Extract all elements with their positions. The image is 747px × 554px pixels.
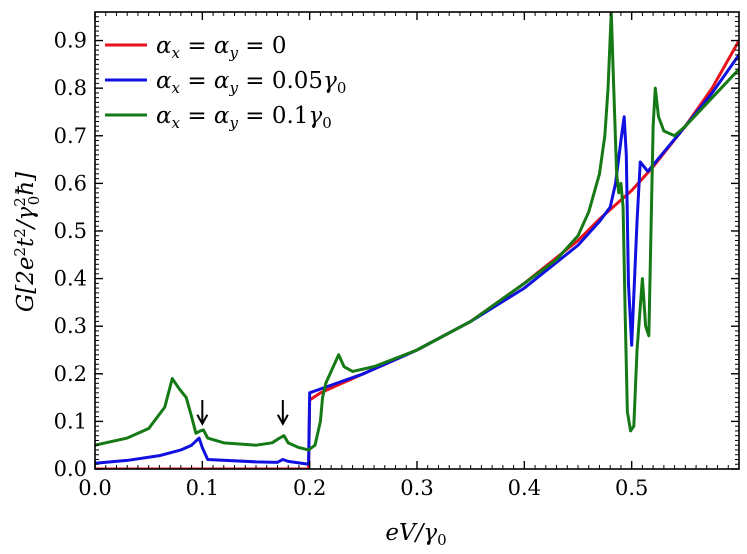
legend-label-1: αx = αy = 0 (156, 33, 286, 62)
y-axis: 0.0 0.1 0.2 0.3 0.4 0.5 0.6 0.7 0.8 0.9 (54, 16, 739, 481)
y-axis-title: G[2e2t2/γ20ħ] (11, 172, 43, 312)
annotation-layer (196, 399, 289, 426)
x-tick-label: 0.5 (615, 476, 648, 500)
y-tick-label: 0.0 (54, 457, 87, 481)
x-tick-label: 0.1 (186, 476, 219, 500)
y-tick-label: 0.5 (54, 219, 87, 243)
series-layer (95, 12, 739, 469)
y-tick-label: 0.6 (54, 171, 87, 195)
y-tick-label: 0.1 (54, 409, 87, 433)
y-tick-label: 0.2 (54, 362, 87, 386)
y-tick-label: 0.8 (54, 76, 87, 100)
x-tick-label: 0.0 (78, 476, 111, 500)
y-tick-label: 0.9 (54, 29, 87, 53)
legend-label-2: αx = αy = 0.05γ0 (156, 68, 346, 97)
x-tick-label: 0.2 (293, 476, 326, 500)
y-tick-label: 0.7 (54, 124, 87, 148)
x-tick-label: 0.4 (508, 476, 541, 500)
legend-label-3: αx = αy = 0.1γ0 (156, 103, 332, 132)
x-axis: 0.0 0.1 0.2 0.3 0.4 0.5 (78, 12, 729, 500)
down-arrow-icon (276, 399, 289, 426)
y-tick-label: 0.4 (54, 267, 87, 291)
y-tick-label: 0.3 (54, 314, 87, 338)
down-arrow-icon (196, 399, 209, 426)
legend: αx = αy = 0 αx = αy = 0.05γ0 αx = αy = 0… (105, 33, 346, 132)
x-tick-label: 0.3 (400, 476, 433, 500)
series-line-3 (95, 12, 739, 452)
x-axis-title: eV/γ0 (385, 520, 446, 549)
